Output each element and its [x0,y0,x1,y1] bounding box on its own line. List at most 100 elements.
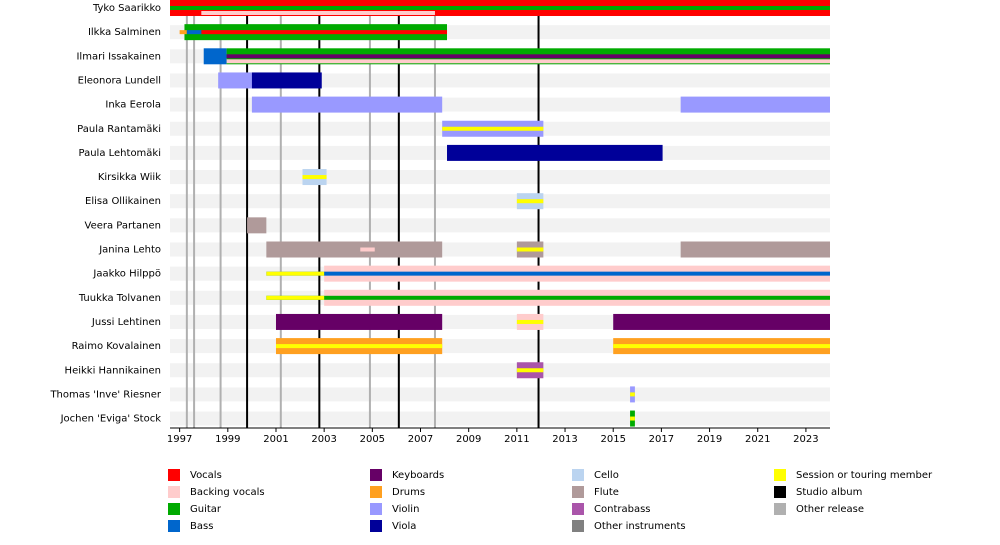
member-name: Paula Rantamäki [77,124,161,135]
member-bar [275,344,443,349]
member-bar [218,72,252,89]
member-bar [201,30,448,35]
member-name: Thomas 'Inve' Riesner [49,389,161,400]
legend-swatch [774,503,786,515]
legend-swatch [370,520,382,532]
member-bar [630,416,635,421]
member-bar [630,392,635,397]
legend-swatch [168,486,180,498]
row-band [170,411,830,426]
member-bar [266,295,831,300]
member-name: Jussi Lehtinen [91,317,161,328]
member-bar [613,344,830,349]
legend-swatch [168,469,180,481]
member-bar [680,96,830,113]
member-bar [613,313,830,330]
member-name: Jochen 'Eviga' Stock [60,414,162,425]
legend-label: Flute [594,487,619,498]
legend-label: Vocals [190,470,222,481]
member-bar [447,144,663,161]
member-bar [266,241,443,258]
legend-label: Backing vocals [190,487,265,498]
legend-label: Bass [190,521,213,532]
legend-swatch [370,503,382,515]
legend-swatch [370,469,382,481]
legend-swatch [168,503,180,515]
legend-label: Drums [392,487,425,498]
member-name: Elisa Ollikainen [85,196,161,207]
legend-swatch [572,520,584,532]
x-tick-label: 2017 [649,434,674,445]
member-bar [516,247,544,252]
legend-label: Session or touring member [796,470,933,481]
member-bar [442,126,544,131]
legend-swatch [572,469,584,481]
member-bar [516,368,544,373]
row-band [170,387,830,402]
x-tick-label: 2001 [263,434,288,445]
member-bar [251,96,443,113]
member-bar [360,247,375,252]
legend-label: Viola [392,521,416,532]
member-name: Kirsikka Wiik [98,172,161,183]
member-name: Tyko Saarikko [92,3,161,14]
member-bar [680,241,830,258]
member-bar [516,319,544,324]
legend-label: Contrabass [594,504,651,515]
legend-swatch [572,486,584,498]
legend-swatch [370,486,382,498]
x-tick-label: 2005 [360,434,385,445]
member-bar [226,54,830,59]
member-name: Heikki Hannikainen [65,365,161,376]
x-tick-label: 2009 [456,434,481,445]
x-tick-label: 1997 [167,434,192,445]
member-bar [516,199,544,204]
legend-label: Other release [796,504,864,515]
row-band [170,194,830,209]
member-bar [226,59,830,64]
row-band [170,363,830,378]
member-bar [170,6,830,10]
x-tick-label: 2013 [552,434,577,445]
x-tick-label: 2019 [697,434,722,445]
member-bar [247,217,267,234]
x-tick-label: 2011 [504,434,529,445]
member-name: Janina Lehto [98,245,161,256]
member-bar [266,271,325,276]
member-name: Ilkka Salminen [88,27,161,38]
member-name: Ilmari Issakainen [76,51,161,62]
member-name: Veera Partanen [85,220,161,231]
member-name: Inka Eerola [105,100,161,111]
legend-label: Other instruments [594,521,686,532]
member-bar [266,295,325,300]
legend-label: Studio album [796,487,862,498]
member-name: Raimo Kovalainen [72,341,161,352]
legend-label: Guitar [190,504,222,515]
member-bar [251,72,322,89]
x-tick-label: 2007 [408,434,433,445]
x-tick-label: 2015 [600,434,625,445]
legend-label: Cello [594,470,619,481]
row-band [170,73,830,88]
legend-label: Keyboards [392,470,444,481]
legend-swatch [774,469,786,481]
member-name: Tuukka Tolvanen [78,293,161,304]
legend-swatch [168,520,180,532]
member-name: Paula Lehtomäki [79,148,162,159]
row-band [170,218,830,233]
member-bar [203,48,227,65]
member-bar [201,11,435,15]
member-bar [275,313,443,330]
legend-swatch [774,486,786,498]
row-band [170,170,830,185]
member-name: Jaakko Hilppö [92,269,161,280]
member-bar [302,175,327,180]
member-bar [186,30,202,35]
member-name: Eleonora Lundell [78,75,161,86]
x-tick-label: 2003 [311,434,336,445]
x-tick-label: 2021 [745,434,770,445]
member-bar [266,271,831,276]
legend-swatch [572,503,584,515]
x-tick-label: 1999 [215,434,240,445]
